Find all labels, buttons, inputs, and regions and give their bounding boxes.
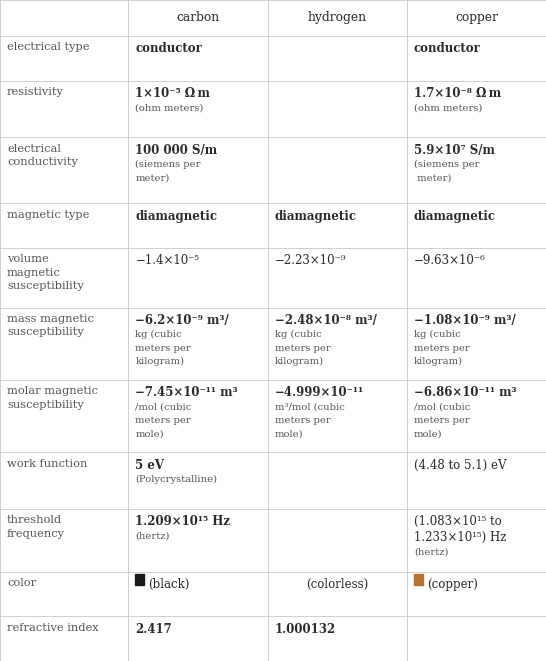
- Text: 1.209×10¹⁵ Hz: 1.209×10¹⁵ Hz: [135, 516, 230, 528]
- Text: meters per: meters per: [414, 416, 470, 425]
- Text: diamagnetic: diamagnetic: [414, 210, 496, 223]
- Text: mass magnetic
susceptibility: mass magnetic susceptibility: [7, 314, 94, 337]
- Text: (Polycrystalline): (Polycrystalline): [135, 475, 217, 484]
- Text: conductor: conductor: [414, 42, 480, 56]
- Text: (4.48 to 5.1) eV: (4.48 to 5.1) eV: [414, 459, 506, 472]
- Text: −7.45×10⁻¹¹ m³: −7.45×10⁻¹¹ m³: [135, 387, 238, 399]
- Text: conductor: conductor: [135, 42, 202, 56]
- Text: −1.08×10⁻⁹ m³/: −1.08×10⁻⁹ m³/: [414, 314, 515, 327]
- Text: (copper): (copper): [427, 578, 478, 592]
- Text: resistivity: resistivity: [7, 87, 64, 97]
- Text: −2.23×10⁻⁹: −2.23×10⁻⁹: [275, 254, 346, 268]
- Text: −2.48×10⁻⁸ m³/: −2.48×10⁻⁸ m³/: [275, 314, 377, 327]
- Text: kilogram): kilogram): [414, 357, 463, 366]
- Text: kilogram): kilogram): [275, 357, 324, 366]
- Text: meters per: meters per: [275, 416, 330, 425]
- Text: copper: copper: [455, 11, 498, 24]
- Text: m³/mol (cubic: m³/mol (cubic: [275, 403, 345, 411]
- Text: −4.999×10⁻¹¹: −4.999×10⁻¹¹: [275, 387, 364, 399]
- Text: carbon: carbon: [176, 11, 219, 24]
- Text: −6.86×10⁻¹¹ m³: −6.86×10⁻¹¹ m³: [414, 387, 517, 399]
- Text: diamagnetic: diamagnetic: [275, 210, 357, 223]
- Text: kg (cubic: kg (cubic: [275, 330, 322, 339]
- Text: mole): mole): [414, 430, 442, 438]
- Text: 1.233×10¹⁵) Hz: 1.233×10¹⁵) Hz: [414, 531, 506, 545]
- Text: electrical type: electrical type: [7, 42, 90, 52]
- Text: 100 000 S/m: 100 000 S/m: [135, 143, 217, 157]
- Text: meters per: meters per: [135, 416, 191, 425]
- Text: hydrogen: hydrogen: [307, 11, 367, 24]
- Text: meters per: meters per: [135, 344, 191, 352]
- Text: (hertz): (hertz): [414, 547, 448, 557]
- Text: −1.4×10⁻⁵: −1.4×10⁻⁵: [135, 254, 199, 268]
- Text: kg (cubic: kg (cubic: [135, 330, 182, 339]
- Text: threshold
frequency: threshold frequency: [7, 516, 65, 539]
- Text: molar magnetic
susceptibility: molar magnetic susceptibility: [7, 387, 98, 410]
- Text: kilogram): kilogram): [135, 357, 185, 366]
- Text: refractive index: refractive index: [7, 623, 99, 633]
- Text: mole): mole): [275, 430, 303, 438]
- Text: /mol (cubic: /mol (cubic: [135, 403, 192, 411]
- Text: 5 eV: 5 eV: [135, 459, 164, 472]
- Text: 2.417: 2.417: [135, 623, 172, 636]
- Text: mole): mole): [135, 430, 164, 438]
- Text: 5.9×10⁷ S/m: 5.9×10⁷ S/m: [414, 143, 495, 157]
- Text: electrical
conductivity: electrical conductivity: [7, 143, 78, 167]
- Text: (siemens per: (siemens per: [135, 160, 201, 169]
- Text: meters per: meters per: [414, 344, 470, 352]
- Bar: [414, 574, 423, 584]
- Text: meter): meter): [135, 173, 170, 182]
- Text: kg (cubic: kg (cubic: [414, 330, 461, 339]
- Text: /mol (cubic: /mol (cubic: [414, 403, 470, 411]
- Text: work function: work function: [7, 459, 87, 469]
- Text: meters per: meters per: [275, 344, 330, 352]
- Text: −6.2×10⁻⁹ m³/: −6.2×10⁻⁹ m³/: [135, 314, 229, 327]
- Text: meter): meter): [414, 173, 452, 182]
- Text: −9.63×10⁻⁶: −9.63×10⁻⁶: [414, 254, 486, 268]
- Bar: [135, 574, 144, 584]
- Text: (1.083×10¹⁵ to: (1.083×10¹⁵ to: [414, 516, 502, 528]
- Text: 1×10⁻⁵ Ω m: 1×10⁻⁵ Ω m: [135, 87, 210, 100]
- Text: (black): (black): [149, 578, 190, 592]
- Text: diamagnetic: diamagnetic: [135, 210, 217, 223]
- Text: (hertz): (hertz): [135, 531, 170, 540]
- Text: (siemens per: (siemens per: [414, 160, 479, 169]
- Text: (ohm meters): (ohm meters): [414, 103, 482, 112]
- Text: color: color: [7, 578, 36, 588]
- Text: 1.7×10⁻⁸ Ω m: 1.7×10⁻⁸ Ω m: [414, 87, 501, 100]
- Text: 1.000132: 1.000132: [275, 623, 336, 636]
- Text: (ohm meters): (ohm meters): [135, 103, 204, 112]
- Text: magnetic type: magnetic type: [7, 210, 90, 219]
- Text: (colorless): (colorless): [306, 578, 369, 592]
- Text: volume
magnetic
susceptibility: volume magnetic susceptibility: [7, 254, 84, 291]
